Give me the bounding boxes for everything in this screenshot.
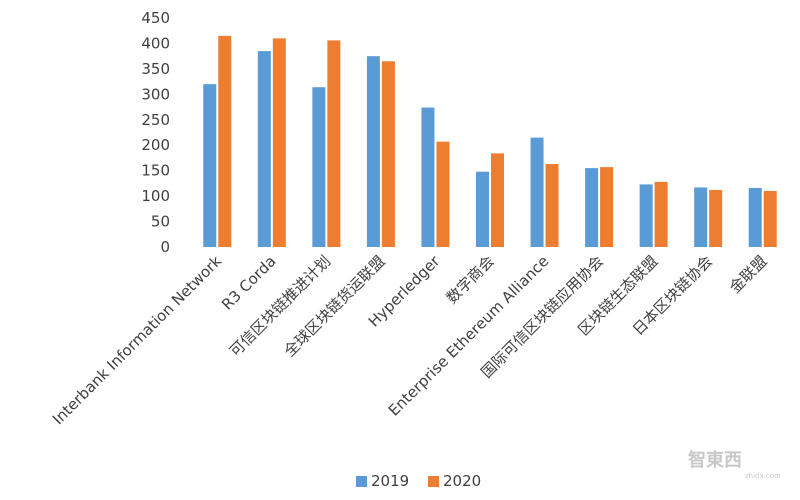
bar-2020-10 (763, 191, 777, 247)
x-category-label: 金联盟 (726, 252, 771, 297)
bar-2019-10 (748, 187, 762, 247)
bar-2020-7 (600, 167, 614, 247)
bar-2020-6 (545, 164, 559, 247)
bar-2019-0 (203, 84, 217, 248)
y-tick-label: 300 (141, 85, 170, 103)
bar-2019-3 (366, 56, 380, 247)
legend-swatch-2019 (356, 476, 367, 487)
x-category-label: Interbank Information Network (49, 252, 225, 428)
x-category-label: 可信区块链推进计划 (226, 252, 334, 360)
bar-2020-1 (272, 38, 286, 247)
y-tick-label: 350 (141, 60, 170, 78)
y-tick-label: 400 (141, 34, 170, 52)
y-tick-label: 150 (141, 162, 170, 180)
bars-group (203, 35, 777, 248)
y-tick-label: 100 (141, 187, 170, 205)
bar-2020-9 (709, 190, 723, 247)
y-tick-label: 450 (141, 9, 170, 27)
legend-label-2020: 2020 (443, 472, 481, 490)
bar-2019-6 (530, 137, 544, 247)
legend: 2019 2020 (356, 472, 481, 490)
x-category-label: 数字商会 (443, 252, 498, 307)
x-category-label: 全球区块链货运联盟 (281, 252, 389, 360)
bar-2020-5 (491, 153, 504, 247)
bar-2019-9 (694, 187, 708, 247)
bar-2020-0 (218, 35, 232, 247)
watermark: 智東西 zhidx.com (688, 449, 781, 480)
bar-2019-8 (639, 184, 653, 247)
bar-2020-4 (436, 141, 450, 247)
bar-2020-2 (327, 40, 341, 247)
bar-2020-8 (654, 181, 668, 247)
bar-2019-5 (476, 171, 489, 247)
bar-2019-4 (421, 107, 435, 247)
bar-2019-2 (312, 87, 326, 247)
watermark-brand: 智東西 (688, 449, 742, 471)
y-axis: 0 50 100 150 200 250 300 350 400 450 (141, 9, 170, 256)
bar-2019-7 (585, 168, 599, 247)
y-tick-label: 0 (160, 238, 170, 256)
y-tick-label: 250 (141, 111, 170, 129)
legend-swatch-2020 (428, 476, 439, 487)
bar-2019-1 (257, 51, 271, 248)
y-tick-label: 200 (141, 136, 170, 154)
bar-2020-3 (381, 61, 395, 247)
y-tick-label: 50 (151, 213, 170, 231)
legend-label-2019: 2019 (371, 472, 409, 490)
watermark-url: zhidx.com (745, 472, 781, 480)
